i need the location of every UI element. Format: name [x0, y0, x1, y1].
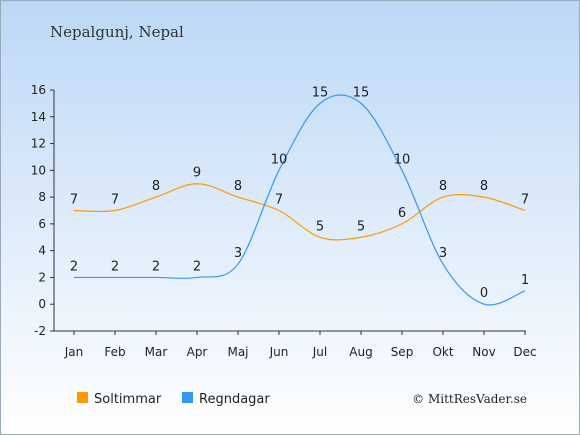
data-label-soltimmar: 8	[480, 179, 488, 194]
x-tick-label: Jan	[64, 345, 84, 359]
legend-label-regndagar: Regndagar	[199, 392, 270, 407]
data-label-soltimmar: 8	[439, 179, 447, 194]
data-label-soltimmar: 8	[234, 179, 242, 194]
legend-swatch-soltimmar	[77, 392, 88, 403]
data-label-soltimmar: 7	[111, 193, 119, 208]
data-label-regndagar: 2	[70, 259, 78, 274]
y-tick-label: 10	[31, 163, 46, 177]
y-tick-label: 6	[38, 217, 46, 231]
data-labels: 7 7 8 9 8 7 5 5 6 8 8 7 2 2 2 2 3 10 15 15 10 3 0 1	[70, 85, 529, 301]
y-tick-label: 12	[31, 137, 46, 151]
data-label-soltimmar: 7	[275, 193, 283, 208]
x-tick-label: Mar	[145, 345, 168, 359]
y-tick-label: 2	[38, 270, 46, 284]
data-label-regndagar: 10	[394, 152, 411, 167]
x-tick-label: Aug	[349, 345, 372, 359]
x-tick-label: Dec	[513, 345, 536, 359]
data-label-regndagar: 3	[234, 246, 242, 261]
y-tick-label: 8	[38, 190, 46, 204]
data-label-regndagar: 15	[353, 85, 370, 100]
y-tick-label: 16	[31, 83, 46, 97]
y-tick-label: -2	[34, 324, 46, 338]
y-tick-label: 14	[31, 110, 46, 124]
legend-label-soltimmar: Soltimmar	[94, 392, 162, 407]
data-label-regndagar: 15	[312, 85, 329, 100]
y-tick-label: 4	[38, 244, 46, 258]
data-label-regndagar: 1	[521, 273, 529, 288]
data-label-regndagar: 2	[193, 259, 201, 274]
x-tick-label: Nov	[472, 345, 495, 359]
credit-text: © MittResVader.se	[412, 392, 527, 406]
x-tick-label: Sep	[391, 345, 414, 359]
x-tick-label: Okt	[432, 345, 453, 359]
data-label-soltimmar: 9	[193, 166, 201, 181]
x-tick-label: Jun	[269, 345, 289, 359]
data-label-soltimmar: 6	[398, 206, 406, 221]
x-tick-label: Maj	[227, 345, 248, 359]
data-label-soltimmar: 8	[152, 179, 160, 194]
data-label-regndagar: 10	[271, 152, 288, 167]
data-label-regndagar: 2	[152, 259, 160, 274]
data-label-soltimmar: 7	[70, 193, 78, 208]
data-label-soltimmar: 7	[521, 193, 529, 208]
series-layer	[73, 94, 526, 306]
chart-title: Nepalgunj, Nepal	[50, 23, 184, 41]
data-label-regndagar: 3	[439, 246, 447, 261]
y-tick-label: 0	[38, 297, 46, 311]
data-label-soltimmar: 5	[357, 219, 365, 234]
legend-swatch-regndagar	[182, 392, 193, 403]
series-line-regndagar	[73, 94, 526, 306]
x-tick-label: Apr	[187, 345, 208, 359]
data-label-soltimmar: 5	[316, 219, 324, 234]
x-tick-label: Feb	[104, 345, 125, 359]
data-label-regndagar: 2	[111, 259, 119, 274]
data-label-regndagar: 0	[480, 286, 488, 301]
legend: Soltimmar Regndagar	[77, 392, 270, 407]
x-tick-label: Jul	[312, 345, 327, 359]
series-line-soltimmar	[73, 183, 526, 241]
